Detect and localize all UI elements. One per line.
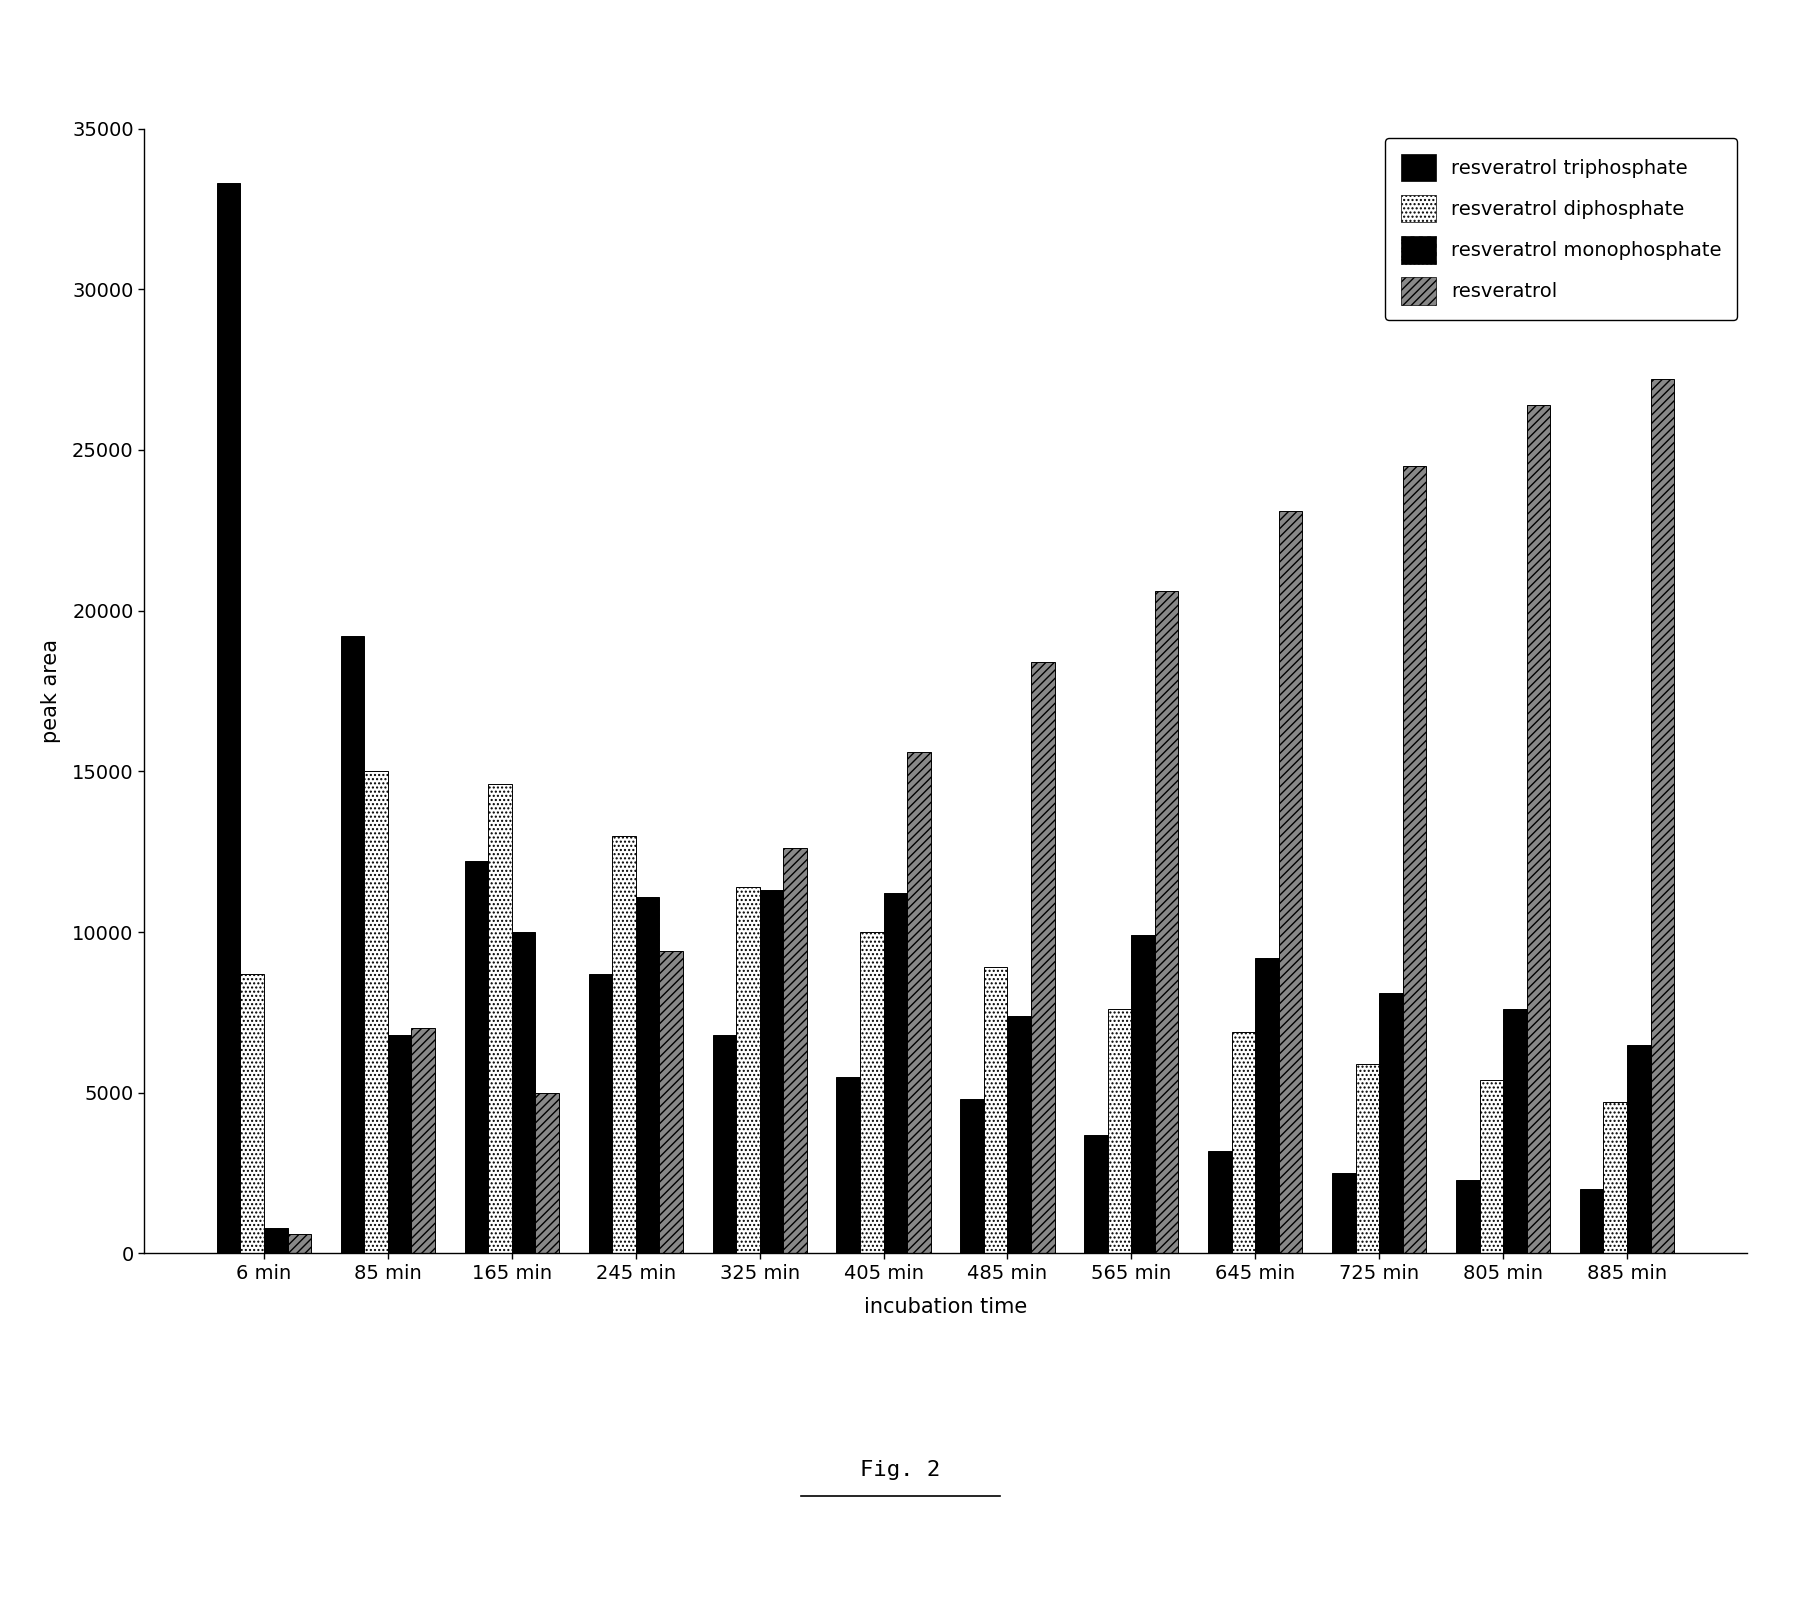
Bar [1579,1189,1603,1253]
Bar [1084,1135,1108,1253]
Bar [1030,662,1055,1253]
Bar [340,636,364,1253]
Bar [1232,1032,1255,1253]
Bar [411,1028,436,1253]
Bar [1380,993,1403,1253]
Bar [589,974,612,1253]
Bar [1504,1009,1527,1253]
Bar [960,1099,983,1253]
Bar [1154,591,1178,1253]
Bar [1007,1016,1030,1253]
Bar [1403,466,1426,1253]
Bar [908,752,931,1253]
Bar [241,974,265,1253]
Bar [387,1035,411,1253]
Bar [659,951,683,1253]
Bar [1626,1045,1650,1253]
Bar [1603,1102,1626,1253]
Bar [983,967,1007,1253]
Text: Fig. 2: Fig. 2 [861,1461,940,1480]
Bar [488,784,511,1253]
Bar [265,1228,288,1253]
Bar [1356,1064,1380,1253]
Bar [1279,511,1302,1253]
Bar [1108,1009,1131,1253]
Bar [760,890,783,1253]
Bar [783,848,807,1253]
Legend: resveratrol triphosphate, resveratrol diphosphate, resveratrol monophosphate, re: resveratrol triphosphate, resveratrol di… [1385,138,1738,320]
Bar [535,1093,558,1253]
Bar [713,1035,737,1253]
X-axis label: incubation time: incubation time [864,1297,1027,1316]
Y-axis label: peak area: peak area [41,640,61,742]
Bar [1255,958,1279,1253]
Bar [288,1234,312,1253]
Bar [511,932,535,1253]
Bar [216,183,241,1253]
Bar [1650,379,1675,1253]
Bar [1480,1080,1504,1253]
Bar [636,897,659,1253]
Bar [1527,405,1551,1253]
Bar [465,861,488,1253]
Bar [1131,935,1154,1253]
Bar [884,893,908,1253]
Bar [737,887,760,1253]
Bar [364,771,387,1253]
Bar [1333,1173,1356,1253]
Bar [836,1077,861,1253]
Bar [1455,1180,1480,1253]
Bar [861,932,884,1253]
Bar [1208,1151,1232,1253]
Bar [612,836,636,1253]
